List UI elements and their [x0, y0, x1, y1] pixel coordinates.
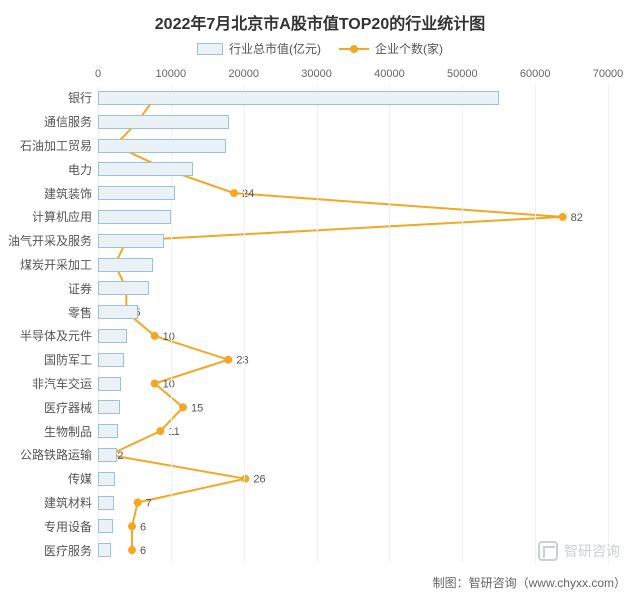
bar	[98, 496, 114, 510]
data-row: 专用设备	[98, 519, 608, 533]
data-row: 公路铁路运输	[98, 448, 608, 462]
data-row: 建筑材料	[98, 496, 608, 510]
bar	[98, 305, 138, 319]
row-label: 建筑装饰	[44, 185, 98, 202]
bar	[98, 258, 153, 272]
row-label: 医疗服务	[44, 542, 98, 559]
bar	[98, 472, 115, 486]
bar	[98, 353, 124, 367]
row-label: 国防军工	[44, 351, 98, 368]
data-row: 传媒	[98, 472, 608, 486]
bar	[98, 91, 499, 105]
x-axis-tick: 0	[95, 68, 101, 80]
bar	[98, 139, 226, 153]
bar	[98, 234, 164, 248]
row-label: 生物制品	[44, 423, 98, 440]
data-row: 电力	[98, 162, 608, 176]
data-row: 证券	[98, 281, 608, 295]
data-row: 银行	[98, 91, 608, 105]
data-row: 石油加工贸易	[98, 139, 608, 153]
data-row: 建筑装饰	[98, 186, 608, 200]
line-overlay: 107312248253551023101511226766	[98, 86, 608, 562]
data-row: 煤炭开采加工	[98, 258, 608, 272]
row-label: 通信服务	[44, 113, 98, 130]
row-label: 煤炭开采加工	[20, 256, 98, 273]
grid-line	[462, 86, 463, 562]
data-row: 计算机应用	[98, 210, 608, 224]
x-axis-tick: 60000	[520, 68, 551, 80]
legend-bar: 行业总市值(亿元)	[197, 40, 321, 57]
data-row: 油气开采及服务	[98, 234, 608, 248]
bar	[98, 519, 113, 533]
bar	[98, 543, 111, 557]
row-label: 公路铁路运输	[20, 446, 98, 463]
row-label: 传媒	[68, 470, 98, 487]
x-axis-tick: 30000	[301, 68, 332, 80]
watermark: 智研咨询	[538, 541, 620, 561]
chart-container: 2022年7月北京市A股市值TOP20的行业统计图 行业总市值(亿元) 企业个数…	[0, 0, 640, 599]
watermark-text: 智研咨询	[564, 541, 620, 561]
row-label: 建筑材料	[44, 494, 98, 511]
x-axis-tick: 50000	[447, 68, 478, 80]
grid-line	[317, 86, 318, 562]
grid-line	[535, 86, 536, 562]
bar	[98, 400, 120, 414]
x-axis-tick: 70000	[593, 68, 624, 80]
row-label: 半导体及元件	[20, 327, 98, 344]
row-label: 医疗器械	[44, 399, 98, 416]
x-axis-tick: 10000	[156, 68, 187, 80]
bar	[98, 210, 171, 224]
data-row: 非汽车交运	[98, 377, 608, 391]
bar	[98, 115, 229, 129]
row-label: 非汽车交运	[32, 375, 98, 392]
bar	[98, 162, 193, 176]
bar	[98, 424, 118, 438]
legend-line: 企业个数(家)	[339, 40, 443, 57]
data-row: 半导体及元件	[98, 329, 608, 343]
row-label: 石油加工贸易	[20, 137, 98, 154]
data-row: 生物制品	[98, 424, 608, 438]
bar	[98, 186, 175, 200]
row-label: 电力	[68, 161, 98, 178]
data-row: 零售	[98, 305, 608, 319]
chart-title: 2022年7月北京市A股市值TOP20的行业统计图	[0, 0, 640, 34]
grid-line	[98, 86, 99, 562]
bar	[98, 377, 121, 391]
row-label: 油气开采及服务	[8, 232, 98, 249]
grid-line	[608, 86, 609, 562]
x-axis-tick: 20000	[228, 68, 259, 80]
data-row: 通信服务	[98, 115, 608, 129]
legend-bar-label: 行业总市值(亿元)	[229, 40, 321, 57]
data-row: 国防军工	[98, 353, 608, 367]
plot-area: 010000200003000040000500006000070000 107…	[98, 86, 608, 562]
data-row: 医疗器械	[98, 400, 608, 414]
grid-line	[389, 86, 390, 562]
row-label: 证券	[68, 280, 98, 297]
legend: 行业总市值(亿元) 企业个数(家)	[0, 40, 640, 57]
footer-credit: 制图：智研咨询（www.chyxx.com）	[433, 574, 626, 591]
legend-line-swatch	[339, 48, 369, 50]
grid-line	[244, 86, 245, 562]
legend-line-label: 企业个数(家)	[375, 40, 443, 57]
watermark-logo-icon	[538, 541, 558, 561]
bar	[98, 448, 117, 462]
row-label: 银行	[68, 89, 98, 106]
row-label: 零售	[68, 304, 98, 321]
row-label: 计算机应用	[32, 208, 98, 225]
x-axis-tick: 40000	[374, 68, 405, 80]
bar	[98, 281, 149, 295]
grid-line	[171, 86, 172, 562]
legend-bar-swatch	[197, 43, 223, 55]
bar	[98, 329, 127, 343]
row-label: 专用设备	[44, 518, 98, 535]
data-row: 医疗服务	[98, 543, 608, 557]
